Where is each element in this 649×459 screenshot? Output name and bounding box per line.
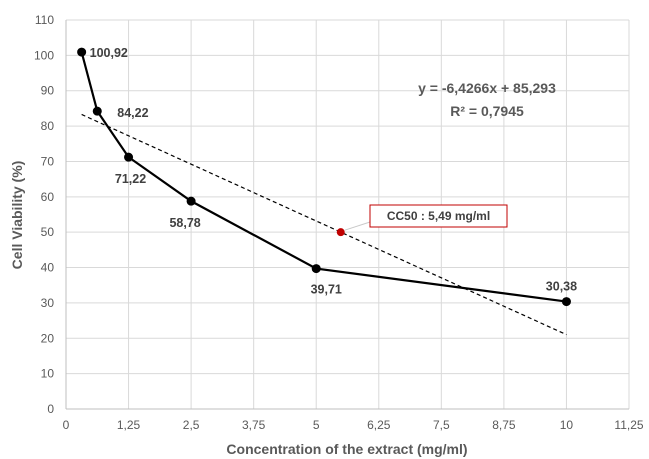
data-point [92, 106, 102, 116]
series-line [80, 51, 567, 303]
trendline-group [81, 113, 567, 336]
x-tick-label: 1,25 [117, 418, 141, 432]
data-point [311, 264, 321, 274]
y-tick-label: 20 [41, 331, 55, 345]
x-tick-label: 2,5 [183, 418, 200, 432]
axes: 0 10 20 30 40 50 60 70 80 90 100 110 0 1,25 2,5 3,75 5 6,… [34, 13, 644, 432]
grid [66, 19, 630, 409]
y-tick-label: 60 [41, 190, 55, 204]
cc50-point [336, 228, 345, 237]
trendline-r-squared: R² = 0,7945 [450, 103, 524, 119]
x-tick-label: 0 [63, 418, 70, 432]
y-tick-label: 30 [41, 296, 55, 310]
y-tick-label: 40 [41, 261, 55, 275]
data-label: 58,78 [169, 216, 200, 230]
data-point [186, 196, 196, 206]
y-tick-label: 0 [47, 402, 54, 416]
x-tick-label: 11,25 [614, 418, 643, 432]
data-labels-group: 100,92 84,22 71,22 58,78 39,71 30,38 [90, 46, 577, 296]
data-label: 100,92 [90, 46, 128, 60]
cc50-label-box [369, 204, 508, 228]
x-tick-label: 3,75 [242, 418, 266, 432]
y-tick-label: 70 [41, 154, 55, 168]
y-tick-label: 110 [35, 13, 54, 27]
data-label: 84,22 [117, 106, 148, 120]
cc50-leader-line [344, 221, 371, 231]
x-tick-label: 7,5 [433, 418, 450, 432]
data-point [124, 152, 134, 162]
cc50-callout-group: CC50 : 5,49 mg/ml [336, 204, 508, 237]
x-tick-label: 5 [313, 418, 320, 432]
x-tick-label: 8,75 [492, 418, 516, 432]
x-tick-label: 6,25 [367, 418, 391, 432]
series-group [77, 47, 571, 307]
data-label: 39,71 [311, 283, 342, 297]
y-tick-label: 50 [41, 225, 55, 239]
y-tick-label: 100 [34, 48, 54, 62]
x-tick-label: 10 [560, 418, 574, 432]
data-label: 71,22 [115, 172, 146, 186]
y-tick-label: 90 [41, 84, 55, 98]
y-tick-label: 80 [41, 119, 55, 133]
data-point [77, 47, 87, 57]
cc50-label: CC50 : 5,49 mg/ml [387, 209, 490, 223]
y-tick-label: 10 [41, 367, 55, 381]
y-axis-title: Cell Viability (%) [9, 161, 25, 270]
x-axis-title: Concentration of the extract (mg/ml) [226, 441, 467, 457]
data-label: 30,38 [546, 280, 577, 294]
trendline-equation: y = -6,4266x + 85,293 [418, 80, 556, 96]
data-point [561, 297, 571, 307]
trendline [81, 113, 567, 336]
